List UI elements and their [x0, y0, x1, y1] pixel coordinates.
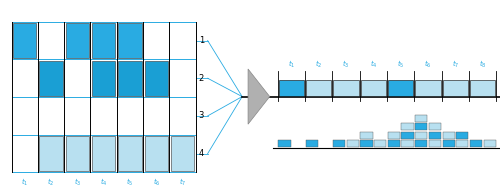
- Bar: [402, 140, 414, 147]
- Bar: [66, 23, 89, 58]
- Text: $t_{8}$: $t_{8}$: [479, 59, 486, 70]
- Bar: [118, 23, 142, 58]
- Bar: [429, 140, 441, 147]
- Bar: [470, 140, 482, 147]
- Bar: [483, 140, 495, 147]
- Bar: [306, 80, 331, 96]
- Bar: [360, 132, 372, 139]
- Bar: [402, 124, 414, 130]
- Bar: [279, 80, 304, 96]
- Text: $t_{6}$: $t_{6}$: [153, 177, 160, 188]
- Bar: [429, 132, 441, 139]
- Bar: [429, 124, 441, 130]
- Text: $t_{5}$: $t_{5}$: [127, 177, 134, 188]
- Text: $t_{4}$: $t_{4}$: [369, 59, 377, 70]
- Bar: [443, 80, 468, 96]
- Bar: [415, 140, 427, 147]
- Text: 2: 2: [199, 74, 204, 83]
- Text: $t_{5}$: $t_{5}$: [397, 59, 404, 70]
- Bar: [92, 61, 115, 96]
- Bar: [92, 136, 115, 171]
- Text: $t_{7}$: $t_{7}$: [179, 177, 186, 188]
- Text: $t_{3}$: $t_{3}$: [342, 59, 350, 70]
- Bar: [360, 140, 372, 147]
- Text: $t_{2}$: $t_{2}$: [47, 177, 55, 188]
- Bar: [456, 132, 468, 139]
- Bar: [347, 140, 359, 147]
- Bar: [333, 140, 345, 147]
- Bar: [361, 80, 386, 96]
- Bar: [415, 124, 427, 130]
- Text: $t_{7}$: $t_{7}$: [452, 59, 459, 70]
- Bar: [443, 132, 455, 139]
- Bar: [306, 140, 318, 147]
- Bar: [278, 140, 290, 147]
- Bar: [402, 132, 414, 139]
- Bar: [415, 132, 427, 139]
- Text: 1: 1: [199, 36, 204, 45]
- Bar: [145, 136, 168, 171]
- Bar: [118, 61, 142, 96]
- Bar: [92, 23, 115, 58]
- Bar: [388, 132, 400, 139]
- Bar: [171, 136, 195, 171]
- Bar: [415, 80, 441, 96]
- Bar: [118, 136, 142, 171]
- Text: $t_{4}$: $t_{4}$: [100, 177, 107, 188]
- Text: 3: 3: [199, 111, 204, 120]
- Bar: [470, 80, 495, 96]
- Text: 4: 4: [199, 149, 204, 158]
- Bar: [145, 61, 168, 96]
- Text: $t_{1}$: $t_{1}$: [288, 59, 295, 70]
- Text: $t_{3}$: $t_{3}$: [74, 177, 81, 188]
- Bar: [39, 61, 62, 96]
- Text: $t_{2}$: $t_{2}$: [315, 59, 323, 70]
- Text: $t_{1}$: $t_{1}$: [21, 177, 28, 188]
- Bar: [13, 23, 36, 58]
- Bar: [415, 115, 427, 122]
- Text: $t_{6}$: $t_{6}$: [424, 59, 432, 70]
- Bar: [66, 136, 89, 171]
- Bar: [39, 136, 62, 171]
- Bar: [456, 140, 468, 147]
- Polygon shape: [248, 69, 270, 124]
- Bar: [443, 140, 455, 147]
- Bar: [388, 140, 400, 147]
- Bar: [374, 140, 386, 147]
- Bar: [333, 80, 359, 96]
- Bar: [388, 80, 413, 96]
